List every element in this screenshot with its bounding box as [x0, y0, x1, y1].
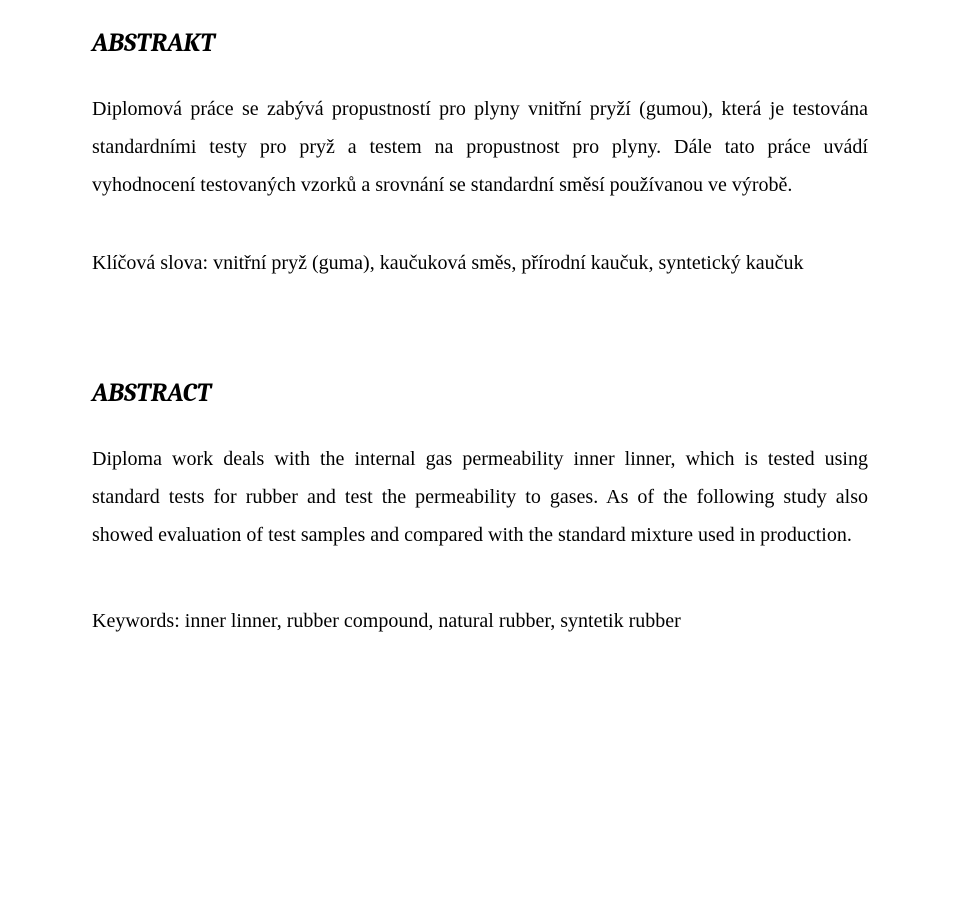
abstract-heading-cs: ABSTRAKT	[92, 28, 868, 58]
keywords-en: Keywords: inner linner, rubber compound,…	[92, 602, 868, 640]
abstract-paragraph-cs: Diplomová práce se zabývá propustností p…	[92, 90, 868, 204]
keywords-cs: Klíčová slova: vnitřní pryž (guma), kauč…	[92, 244, 868, 282]
abstract-paragraph-en: Diploma work deals with the internal gas…	[92, 440, 868, 554]
abstract-heading-en: ABSTRACT	[92, 378, 868, 408]
document-page: ABSTRAKT Diplomová práce se zabývá propu…	[0, 0, 960, 906]
